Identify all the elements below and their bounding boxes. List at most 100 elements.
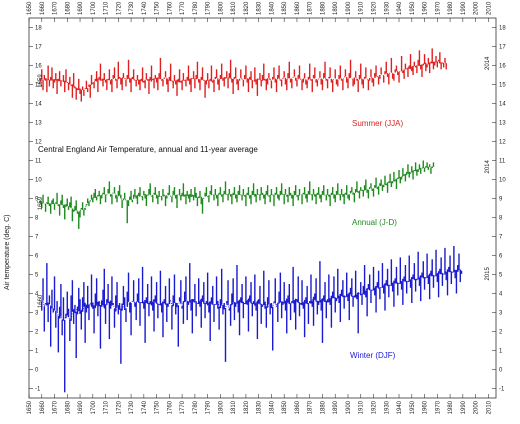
y-tick-label-right: 16 <box>499 64 506 70</box>
y-tick-label-right: 0 <box>499 368 503 374</box>
series-1: 1659 2014 Annual (J-D) <box>38 160 491 229</box>
y-tick-label-left: 18 <box>35 26 42 32</box>
y-tick-label-right: 18 <box>499 26 506 32</box>
x-tick-label-top: 1750 <box>155 1 161 15</box>
y-tick-label-left: 17 <box>35 45 42 51</box>
x-tick-label-top: 1710 <box>104 1 110 15</box>
y-tick-label-left: 12 <box>35 140 42 146</box>
running-average-line <box>40 166 434 213</box>
y-tick-label-right: 17 <box>499 45 506 51</box>
x-tick-label-top: 2010 <box>486 1 492 15</box>
series-start-label: 1659 <box>38 74 44 88</box>
x-tick-label-bottom: 1750 <box>155 400 161 414</box>
y-tick-label-left: 2 <box>35 330 39 336</box>
x-tick-label-top: 1670 <box>53 1 59 15</box>
y-tick-label-left: 8 <box>35 216 39 222</box>
y-tick-label-right: 9 <box>499 197 503 203</box>
x-tick-label-bottom: 2000 <box>474 400 480 414</box>
x-tick-label-top: 1900 <box>346 1 352 15</box>
x-tick-label-top: 1880 <box>320 1 326 15</box>
x-tick-label-top: 1920 <box>372 1 378 15</box>
y-tick-label-right: 10 <box>499 178 506 184</box>
series-end-label: 2014 <box>485 56 491 70</box>
x-tick-label-bottom: 1830 <box>257 400 263 414</box>
x-tick-label-bottom: 1760 <box>167 400 173 414</box>
x-tick-label-top: 1720 <box>116 1 122 15</box>
y-tick-label-right: 5 <box>499 273 503 279</box>
y-tick-label-left: -1 <box>35 387 41 393</box>
chart-title: Central England Air Temperature, annual … <box>38 145 258 154</box>
x-tick-label-top: 1740 <box>142 1 148 15</box>
y-tick-label-left: 13 <box>35 121 42 127</box>
x-tick-label-bottom: 1860 <box>295 400 301 414</box>
x-tick-label-bottom: 1910 <box>359 400 365 414</box>
x-tick-label-top: 1990 <box>461 1 467 15</box>
series-name-label: Summer (JJA) <box>352 119 403 128</box>
x-tick-label-bottom: 1790 <box>206 400 212 414</box>
x-tick-label-top: 1940 <box>397 1 403 15</box>
series-end-label: 2014 <box>485 160 491 174</box>
x-tick-label-top: 1980 <box>448 1 454 15</box>
x-tick-label-bottom: 1660 <box>40 400 46 414</box>
x-tick-label-bottom: 1900 <box>346 400 352 414</box>
x-tick-label-bottom: 1970 <box>435 400 441 414</box>
x-tick-label-top: 1820 <box>244 1 250 15</box>
x-tick-label-bottom: 1650 <box>27 400 33 414</box>
x-tick-label-top: 1810 <box>231 1 237 15</box>
y-tick-label-left: 1 <box>35 349 39 355</box>
x-tick-label-top: 1760 <box>167 1 173 15</box>
x-tick-label-bottom: 1950 <box>410 400 416 414</box>
x-tick-label-bottom: 1820 <box>244 400 250 414</box>
x-tick-label-top: 1890 <box>333 1 339 15</box>
x-tick-label-bottom: 1740 <box>142 400 148 414</box>
x-tick-label-bottom: 1670 <box>53 400 59 414</box>
series-name-label: Winter (DJF) <box>350 351 396 360</box>
x-tick-label-bottom: 1770 <box>180 400 186 414</box>
x-tick-label-top: 1910 <box>359 1 365 15</box>
series-end-label: 2015 <box>485 267 491 281</box>
y-tick-label-left: 11 <box>35 159 42 165</box>
x-tick-label-bottom: 1780 <box>193 400 199 414</box>
x-tick-label-bottom: 1930 <box>384 400 390 414</box>
x-tick-label-top: 1870 <box>308 1 314 15</box>
running-average-line <box>41 268 462 322</box>
x-tick-label-bottom: 1990 <box>461 400 467 414</box>
x-tick-label-top: 1700 <box>91 1 97 15</box>
x-tick-label-top: 1840 <box>269 1 275 15</box>
y-tick-label-right: 6 <box>499 254 503 260</box>
y-tick-label-right: 4 <box>499 292 503 298</box>
x-tick-label-bottom: 1880 <box>320 400 326 414</box>
x-tick-label-top: 1830 <box>257 1 263 15</box>
y-tick-label-right: -1 <box>499 387 505 393</box>
y-tick-label-left: 16 <box>35 64 42 70</box>
y-tick-label-left: 14 <box>35 102 42 108</box>
y-tick-label-left: 9 <box>35 197 39 203</box>
x-tick-label-top: 1970 <box>435 1 441 15</box>
x-tick-label-bottom: 1870 <box>308 400 314 414</box>
y-tick-label-right: 3 <box>499 311 503 317</box>
x-tick-label-top: 1690 <box>78 1 84 15</box>
x-tick-label-bottom: 1920 <box>372 400 378 414</box>
plot-frame <box>28 17 497 399</box>
x-tick-label-top: 1650 <box>27 1 33 15</box>
y-tick-label-right: 14 <box>499 102 506 108</box>
x-tick-label-bottom: 1800 <box>218 400 224 414</box>
y-tick-label-right: 2 <box>499 330 503 336</box>
y-tick-label-left: 6 <box>35 254 39 260</box>
y-tick-label-left: 4 <box>35 292 39 298</box>
x-tick-label-top: 1770 <box>180 1 186 15</box>
y-tick-label-right: 1 <box>499 349 503 355</box>
y-tick-label-right: 12 <box>499 140 506 146</box>
y-tick-label-left: 3 <box>35 311 39 317</box>
y-tick-label-left: 0 <box>35 368 39 374</box>
x-tick-label-top: 1790 <box>206 1 212 15</box>
x-tick-label-bottom: 1840 <box>269 400 275 414</box>
x-tick-label-top: 2000 <box>474 1 480 15</box>
x-tick-label-bottom: 1890 <box>333 400 339 414</box>
running-average-line <box>40 60 447 91</box>
x-tick-label-bottom: 1720 <box>116 400 122 414</box>
x-tick-label-top: 1950 <box>410 1 416 15</box>
x-tick-label-top: 1930 <box>384 1 390 15</box>
x-tick-label-bottom: 1710 <box>104 400 110 414</box>
